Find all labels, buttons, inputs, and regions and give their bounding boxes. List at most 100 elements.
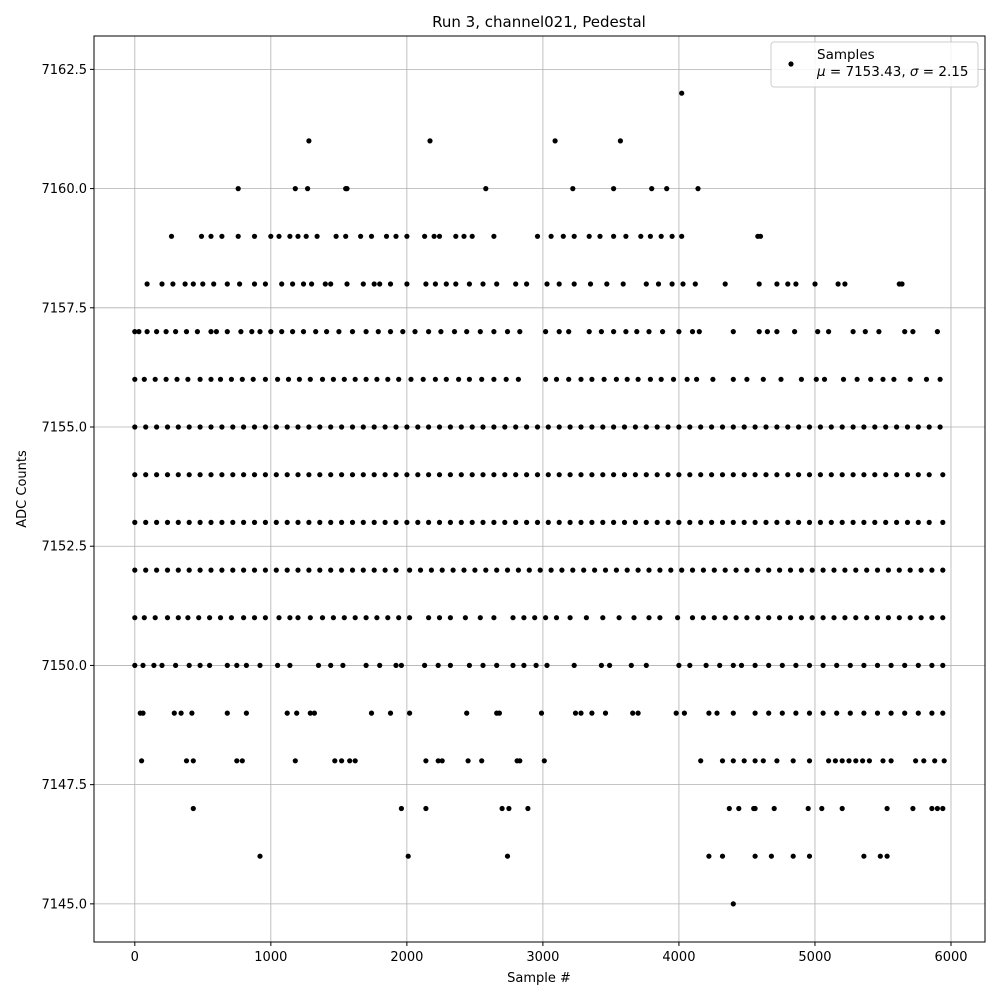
data-point: [175, 472, 181, 478]
data-point: [929, 662, 935, 669]
data-point: [506, 805, 512, 812]
data-point: [632, 424, 639, 430]
y-tick-label: 7150.0: [42, 659, 88, 674]
data-point: [317, 519, 323, 526]
data-point: [918, 567, 924, 573]
data-point: [230, 567, 236, 573]
y-tick-label: 7157.5: [42, 301, 88, 316]
data-point: [556, 519, 562, 526]
data-point: [235, 186, 241, 192]
data-point: [306, 567, 312, 573]
data-point: [368, 233, 375, 239]
data-point: [664, 186, 670, 192]
data-point: [840, 376, 847, 382]
data-point: [647, 233, 654, 239]
data-point: [850, 329, 856, 335]
data-point: [480, 662, 486, 669]
data-point: [812, 281, 818, 287]
data-point: [915, 472, 921, 478]
data-point: [141, 376, 147, 382]
data-point: [186, 567, 192, 573]
data-point: [208, 519, 214, 526]
data-point: [387, 710, 394, 716]
data-point: [534, 472, 541, 478]
data-point: [839, 758, 845, 764]
data-point: [586, 329, 592, 335]
data-point: [698, 472, 704, 478]
data-point: [483, 186, 489, 192]
data-point: [709, 519, 715, 526]
data-point: [567, 615, 573, 621]
x-axis-ticks: 0 1000 2000 3000 4000 5000 6000: [131, 942, 968, 965]
data-point: [884, 805, 890, 812]
data-point: [284, 424, 290, 430]
data-point: [888, 758, 894, 764]
data-point: [328, 567, 334, 573]
data-point: [164, 615, 171, 621]
data-point: [469, 519, 475, 526]
data-point: [940, 615, 946, 621]
data-point: [340, 662, 346, 669]
data-point: [741, 472, 747, 478]
data-point: [432, 281, 438, 287]
data-point: [578, 519, 584, 526]
data-point: [768, 853, 775, 859]
data-point: [228, 376, 234, 382]
data-point: [219, 567, 225, 573]
data-point: [676, 472, 682, 478]
data-point: [860, 758, 866, 764]
data-point: [621, 472, 628, 478]
data-point: [208, 424, 214, 430]
data-point: [313, 329, 319, 335]
data-point: [600, 615, 606, 621]
data-point: [755, 567, 761, 573]
data-point: [883, 472, 889, 478]
data-point: [251, 519, 258, 526]
data-point: [262, 472, 268, 478]
plot-area-frame: [93, 35, 986, 943]
data-point: [544, 281, 550, 287]
data-point: [777, 567, 783, 573]
data-point: [545, 519, 551, 526]
data-point: [295, 472, 301, 478]
data-point: [154, 519, 160, 526]
data-point: [548, 567, 554, 573]
data-point: [393, 424, 399, 430]
data-point: [752, 758, 758, 764]
data-point: [333, 233, 339, 239]
data-point: [752, 805, 758, 812]
data-point: [940, 567, 946, 573]
data-point: [341, 615, 347, 621]
data-point: [243, 662, 249, 669]
data-point: [175, 615, 181, 621]
data-point: [251, 567, 258, 573]
data-point: [820, 662, 826, 669]
data-point: [673, 710, 679, 716]
data-point: [698, 758, 704, 764]
data-point: [679, 567, 685, 573]
data-point: [556, 329, 562, 335]
data-point: [806, 710, 813, 716]
data-point: [940, 662, 946, 669]
data-point: [469, 472, 475, 478]
data-point: [524, 519, 530, 526]
data-point: [722, 281, 728, 287]
data-point: [524, 281, 530, 287]
data-point: [643, 472, 649, 478]
data-point: [324, 329, 330, 335]
data-point: [443, 376, 449, 382]
data-point: [681, 710, 688, 716]
data-point: [159, 662, 165, 669]
data-point: [730, 472, 736, 478]
data-point: [447, 472, 453, 478]
data-point: [853, 758, 859, 764]
data-point: [154, 567, 160, 573]
data-point: [611, 233, 617, 239]
data-point: [706, 853, 712, 859]
data-point: [692, 281, 698, 287]
data-point: [295, 567, 301, 573]
data-point: [404, 472, 410, 478]
data-point: [491, 329, 497, 335]
data-point: [314, 233, 320, 239]
data-point: [698, 519, 704, 526]
